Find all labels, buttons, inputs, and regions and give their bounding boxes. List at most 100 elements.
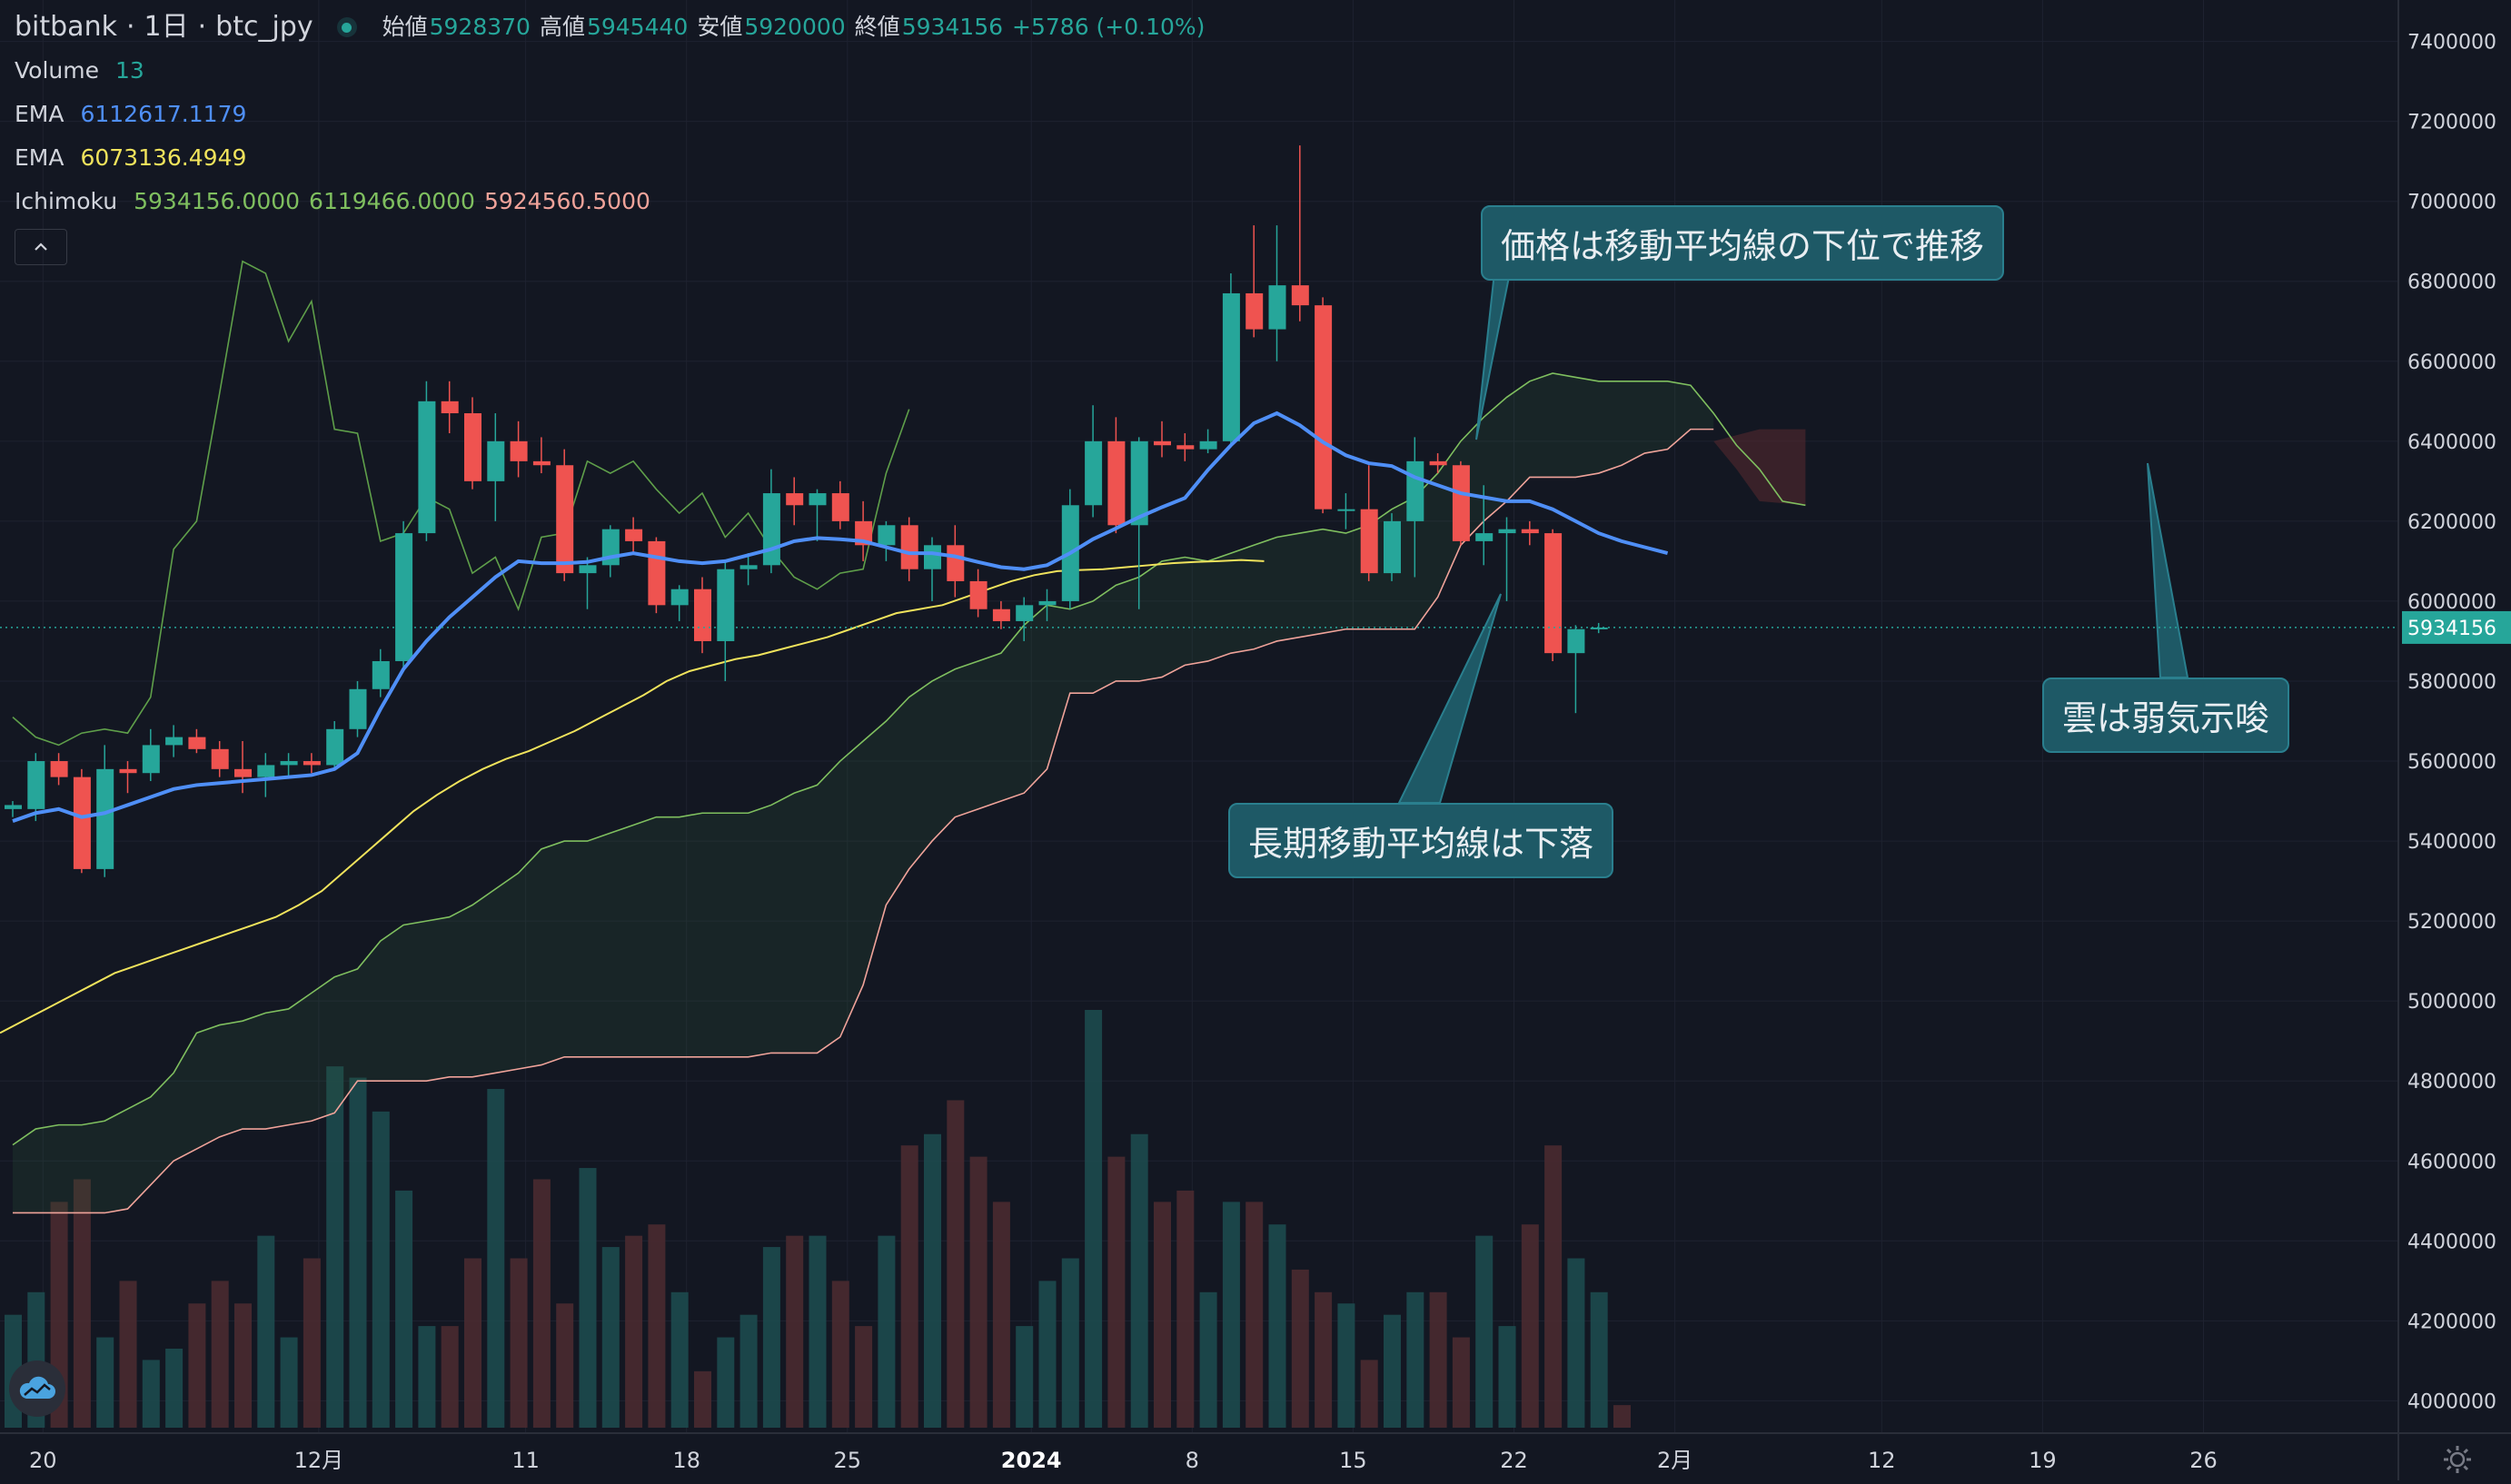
candle-body <box>532 460 551 466</box>
market-status-icon <box>336 17 357 37</box>
volume-bar <box>924 1133 941 1428</box>
ema-slow-legend[interactable]: EMA 6073136.4949 <box>15 136 1205 180</box>
interval-label[interactable]: 1日 <box>144 11 189 43</box>
ichimoku-legend[interactable]: Ichimoku 5934156.0000 6119466.0000 59245… <box>15 180 1205 223</box>
volume-bar <box>1498 1326 1516 1428</box>
volume-bar <box>855 1326 873 1428</box>
candle-body <box>234 768 252 777</box>
volume-bar <box>969 1156 988 1428</box>
x-tick-label: 8 <box>1186 1448 1199 1473</box>
volume-bar <box>257 1235 275 1428</box>
volume-bar <box>1176 1190 1195 1428</box>
volume-bar <box>1016 1326 1034 1428</box>
candle-body <box>1315 305 1333 510</box>
volume-bar <box>1268 1224 1286 1428</box>
candle-body <box>418 401 436 534</box>
y-tick-label: 4400000 <box>2407 1231 2496 1253</box>
volume-bar <box>625 1235 643 1428</box>
x-tick-label: 2024 <box>1001 1448 1062 1473</box>
candle-body <box>1475 533 1494 541</box>
callout-cloud-bearish: 雲は弱気示唆 <box>2042 678 2290 753</box>
ichimoku-label[interactable]: Ichimoku <box>15 188 118 214</box>
volume-legend[interactable]: Volume 13 <box>15 49 1205 93</box>
volume-bar <box>809 1235 827 1428</box>
collapse-legend-button[interactable] <box>15 229 67 265</box>
y-tick-label: 7000000 <box>2407 192 2496 214</box>
y-tick-label: 5400000 <box>2407 831 2496 854</box>
candle-body <box>878 525 896 546</box>
y-tick-label: 5000000 <box>2407 991 2496 1014</box>
volume-bar <box>1613 1405 1631 1428</box>
volume-bar <box>1291 1269 1309 1428</box>
candle-body <box>670 589 689 606</box>
candle-body <box>786 493 804 506</box>
candle-body <box>188 737 206 749</box>
candle-body <box>487 440 505 481</box>
volume-bar <box>1590 1291 1608 1428</box>
price-label-text: 5934156 <box>2407 618 2496 640</box>
candle-body <box>257 765 275 777</box>
candle-body <box>762 493 780 566</box>
high-value: 5945440 <box>586 14 689 40</box>
y-tick-label: 4200000 <box>2407 1311 2496 1333</box>
ema-fast-legend[interactable]: EMA 6112617.1179 <box>15 93 1205 136</box>
volume-bar <box>648 1224 666 1428</box>
candle-body <box>1429 460 1447 466</box>
candle-body <box>969 580 988 609</box>
candle-body <box>73 777 91 869</box>
symbol-name[interactable]: btc_jpy <box>215 11 313 43</box>
volume-bar <box>1061 1258 1079 1428</box>
volume-bar <box>1315 1291 1333 1428</box>
volume-label[interactable]: Volume <box>15 57 99 84</box>
volume-bar <box>1337 1303 1355 1428</box>
x-tick-label: 12月 <box>294 1448 344 1473</box>
candle-body <box>1452 465 1470 541</box>
x-tick-label: 18 <box>672 1448 700 1473</box>
volume-bar <box>188 1303 206 1428</box>
volume-value: 13 <box>114 57 144 84</box>
candle-body <box>1246 292 1264 330</box>
exchange-name[interactable]: bitbank <box>15 11 117 43</box>
x-tick-label: 20 <box>29 1448 57 1473</box>
volume-bar <box>165 1348 184 1428</box>
candle-body <box>579 565 597 574</box>
volume-bar <box>532 1179 551 1428</box>
volume-bar <box>1246 1202 1264 1428</box>
y-tick-label: 7200000 <box>2407 112 2496 134</box>
candle-body <box>372 660 390 689</box>
candle-body <box>1521 529 1539 534</box>
volume-bar <box>1222 1202 1240 1428</box>
bearish-cloud <box>1713 429 1806 506</box>
callout-long-ma-falling: 長期移動平均線は下落 <box>1228 803 1614 878</box>
candle-body <box>717 569 735 641</box>
candle-body <box>809 493 827 506</box>
symbol-row[interactable]: bitbank · 1日 · btc_jpy 始値 5928370 高値 594… <box>15 5 1205 49</box>
callout-pointer <box>2147 462 2189 678</box>
cloud-icon[interactable] <box>9 1360 65 1417</box>
candle-body <box>96 768 114 869</box>
candle-body <box>441 401 459 414</box>
candle-body <box>5 805 22 809</box>
volume-bar <box>211 1281 229 1428</box>
candle-body <box>1016 605 1034 621</box>
y-tick-label: 7400000 <box>2407 32 2496 54</box>
candle-body <box>27 761 45 809</box>
senkou-span-a <box>12 372 1806 1146</box>
volume-bar <box>1429 1291 1447 1428</box>
ema-fast-label[interactable]: EMA <box>15 101 65 127</box>
candle-body <box>119 768 137 774</box>
gear-icon[interactable] <box>2442 1444 2473 1475</box>
volume-bar <box>119 1281 137 1428</box>
ichimoku-value-1: 5934156.0000 <box>134 188 301 214</box>
x-tick-label: 11 <box>511 1448 540 1473</box>
candle-body <box>349 688 367 729</box>
y-tick-label: 4800000 <box>2407 1071 2496 1093</box>
candle-body <box>1199 440 1217 450</box>
candle-body <box>395 533 413 661</box>
volume-bar <box>1544 1145 1563 1428</box>
ema-slow-label[interactable]: EMA <box>15 144 65 171</box>
ema-fast-value: 6112617.1179 <box>80 101 247 127</box>
candle-body <box>1107 440 1126 526</box>
